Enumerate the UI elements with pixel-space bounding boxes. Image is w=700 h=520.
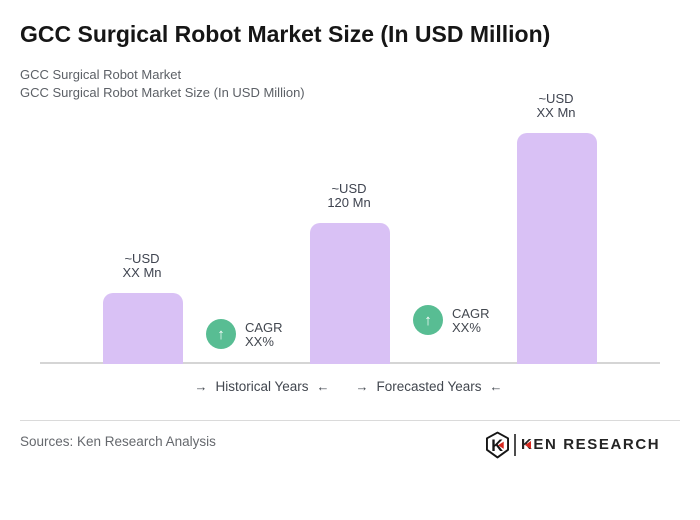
bar-value-label-2: ~USD 120 Mn xyxy=(289,182,409,210)
left-arrow-icon: ← xyxy=(489,379,503,394)
up-arrow-icon: ↑ xyxy=(424,311,432,329)
page-title: GCC Surgical Robot Market Size (In USD M… xyxy=(20,21,551,47)
cagr-text-2: CAGR XX% xyxy=(452,307,490,335)
x-axis-group-historical: → Historical Years ← xyxy=(177,379,347,394)
logo-separator xyxy=(514,433,516,456)
bar3-label-line2: XX Mn xyxy=(536,105,576,120)
shield-k-emblem-icon: K xyxy=(486,431,509,458)
bar1-label-line2: XX Mn xyxy=(122,265,162,280)
emblem-letter: K xyxy=(491,437,503,455)
growth-badge-1: ↑ xyxy=(206,319,236,349)
bar-forecast xyxy=(517,133,597,364)
cagr-label: CAGR xyxy=(245,320,283,335)
left-arrow-icon: ← xyxy=(316,379,330,394)
bar-value-label-1: ~USD XX Mn xyxy=(82,252,202,280)
emblem-red-triangle xyxy=(497,441,504,449)
right-arrow-icon: → xyxy=(355,379,369,394)
footer-divider xyxy=(20,420,680,421)
bar-value-label-3: ~USD XX Mn xyxy=(496,92,616,120)
chart-subtitle: GCC Surgical Robot Market GCC Surgical R… xyxy=(20,66,520,102)
x-axis-group-forecasted: → Forecasted Years ← xyxy=(344,379,514,394)
subtitle-line-2: GCC Surgical Robot Market Size (In USD M… xyxy=(20,85,305,100)
right-arrow-icon: → xyxy=(194,379,208,394)
logo-wordmark: KEN RESEARCH xyxy=(521,436,660,453)
axis-group-label-forecasted: Forecasted Years xyxy=(376,379,482,394)
cagr-value: XX% xyxy=(245,334,274,349)
logo-text: KEN RESEARCH xyxy=(521,436,661,453)
sources-text: Sources: Ken Research Analysis xyxy=(20,434,216,449)
subtitle-line-1: GCC Surgical Robot Market xyxy=(20,67,182,82)
bar-historical-2 xyxy=(310,223,390,364)
up-arrow-icon: ↑ xyxy=(217,325,225,343)
bar-historical-1 xyxy=(103,293,183,364)
growth-badge-2: ↑ xyxy=(413,305,443,335)
logo-k-red-accent-icon xyxy=(525,441,531,449)
cagr-text-1: CAGR XX% xyxy=(245,321,283,349)
ken-research-logo: K KEN RESEARCH xyxy=(486,430,660,459)
axis-group-label-historical: Historical Years xyxy=(215,379,309,394)
cagr-value: XX% xyxy=(452,320,481,335)
bar3-label-line1: ~USD xyxy=(538,91,574,106)
cagr-label: CAGR xyxy=(452,306,490,321)
bar2-label-line2: 120 Mn xyxy=(327,195,371,210)
bar2-label-line1: ~USD xyxy=(331,181,367,196)
bar1-label-line1: ~USD xyxy=(124,251,160,266)
